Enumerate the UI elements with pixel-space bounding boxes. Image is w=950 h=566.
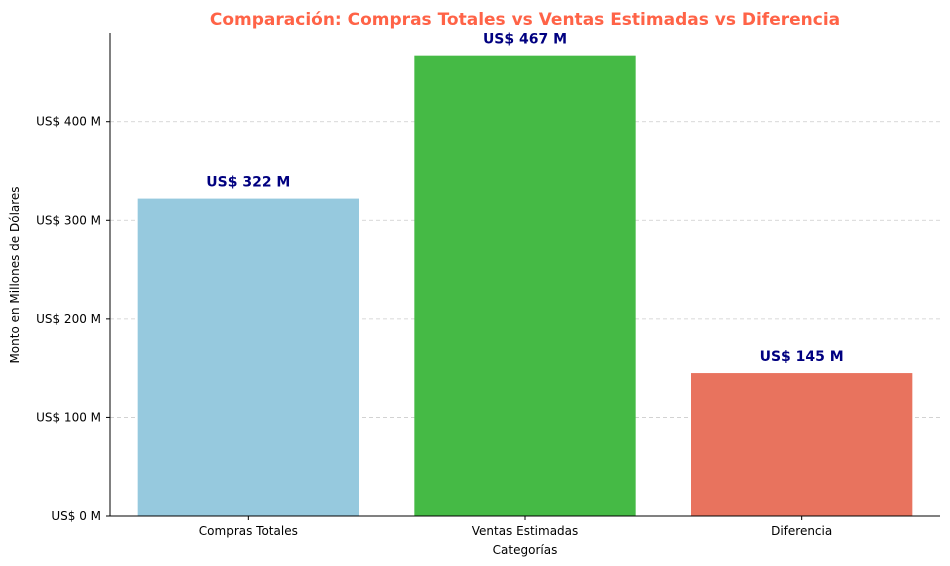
x-tick-label: Compras Totales <box>199 524 298 538</box>
y-tick-label: US$ 100 M <box>36 410 101 424</box>
chart-title: Comparación: Compras Totales vs Ventas E… <box>210 10 840 30</box>
data-labels: US$ 322 M US$ 467 M US$ 145 M <box>206 32 843 365</box>
bar-ventas-estimadas <box>414 55 636 517</box>
bar-value-label: US$ 467 M <box>483 32 567 48</box>
bar-diferencia <box>691 373 913 516</box>
bar-value-label: US$ 322 M <box>206 175 290 191</box>
bar-value-label: US$ 145 M <box>760 349 844 365</box>
y-tick-label: US$ 0 M <box>51 509 101 523</box>
y-axis-title: Monto en Millones de Dólares <box>8 186 22 363</box>
x-tick-label: Diferencia <box>771 524 832 538</box>
y-tick-label: US$ 300 M <box>36 213 101 227</box>
bars <box>137 55 913 517</box>
x-axis-title: Categorías <box>493 543 558 557</box>
y-tick-label: US$ 400 M <box>36 115 101 129</box>
x-ticks: Compras Totales Ventas Estimadas Diferenci… <box>199 516 832 538</box>
y-tick-label: US$ 200 M <box>36 312 101 326</box>
y-ticks: US$ 0 M US$ 100 M US$ 200 M US$ 300 M US$ 40… <box>36 115 110 523</box>
x-tick-label: Ventas Estimadas <box>472 524 579 538</box>
bar-compras-totales <box>137 198 359 516</box>
